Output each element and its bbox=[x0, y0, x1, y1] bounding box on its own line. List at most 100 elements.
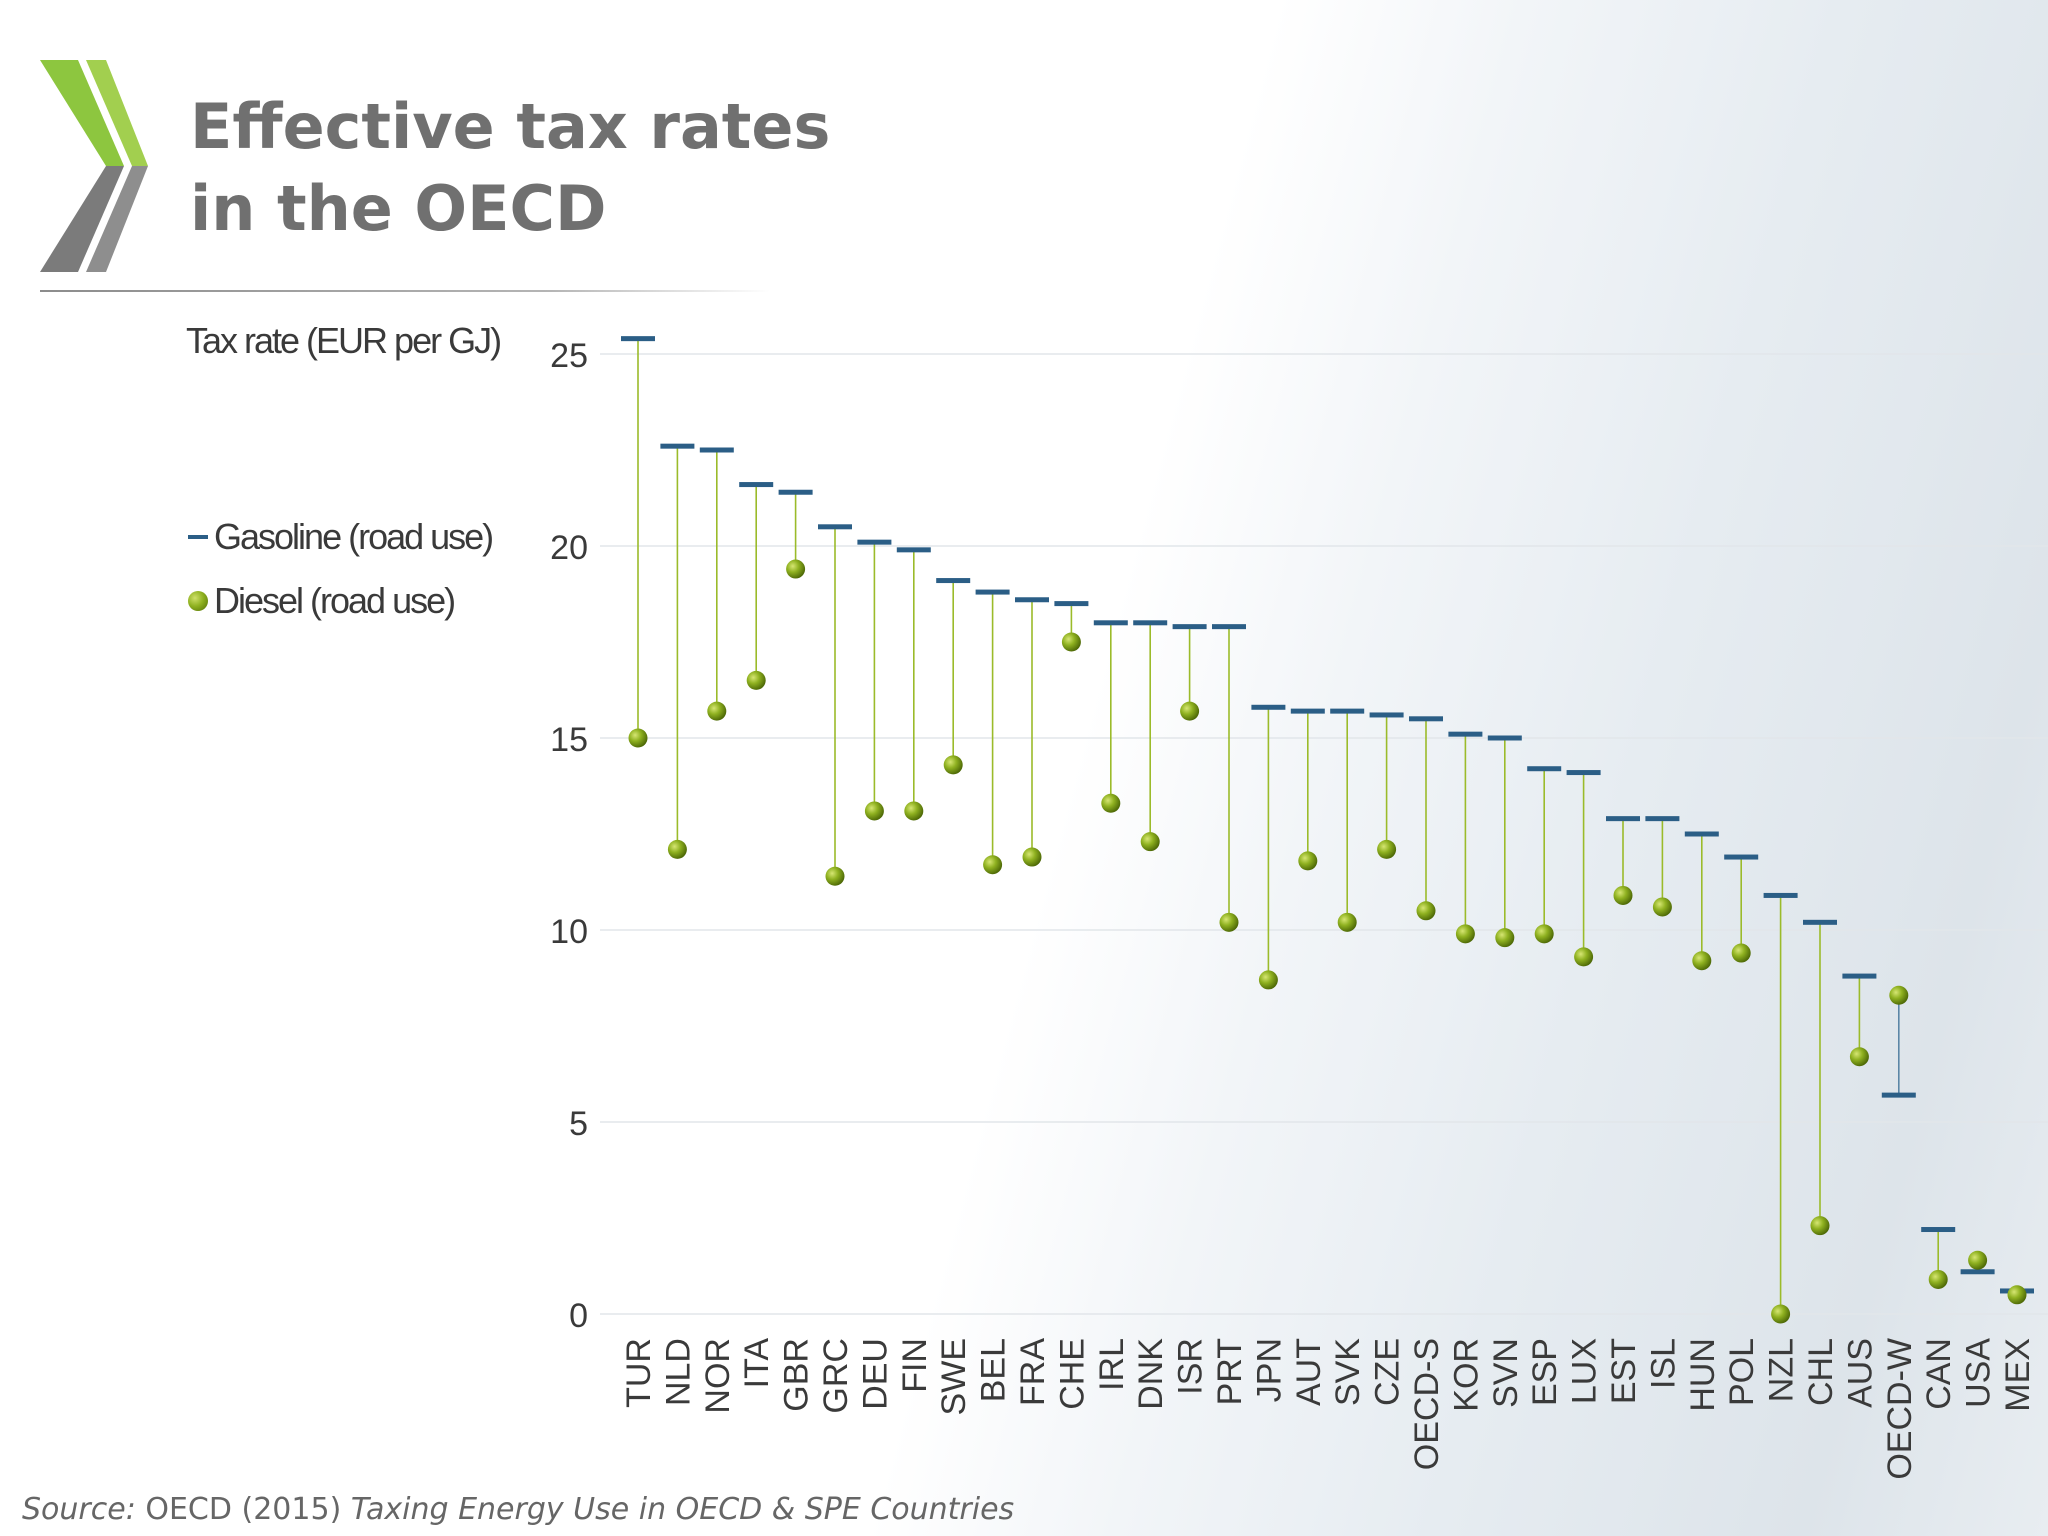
gasoline-marker bbox=[1724, 854, 1759, 860]
title-divider bbox=[40, 290, 770, 292]
x-tick-label: CAN bbox=[1920, 1338, 1958, 1410]
diesel-marker bbox=[1731, 943, 1751, 963]
diesel-marker bbox=[1298, 851, 1318, 871]
x-tick-labels: TUR NLD NOR ITA GBR GRC DEU FIN SWE BEL FRA CHE IRL D… bbox=[620, 1338, 2037, 1480]
diesel-marker bbox=[1061, 632, 1081, 652]
diesel-marker bbox=[786, 559, 806, 579]
x-tick-label: CHE bbox=[1053, 1338, 1091, 1410]
diesel-markers bbox=[628, 559, 2027, 1324]
x-tick-label: CZE bbox=[1369, 1338, 1407, 1406]
diesel-marker bbox=[1495, 928, 1515, 948]
gasoline-marker bbox=[1409, 716, 1443, 722]
gasoline-marker bbox=[1921, 1227, 1956, 1233]
gasoline-marker bbox=[1093, 620, 1128, 626]
gasoline-marker bbox=[1015, 597, 1049, 603]
source-text: OECD (2015) bbox=[145, 1492, 342, 1527]
title-line-1: Effective tax rates bbox=[190, 90, 831, 163]
diesel-marker bbox=[707, 701, 727, 721]
diesel-marker bbox=[1889, 985, 1909, 1005]
x-tick-label: HUN bbox=[1684, 1338, 1722, 1412]
diesel-marker bbox=[1613, 885, 1633, 905]
diesel-marker bbox=[943, 755, 963, 775]
x-tick-label: DEU bbox=[856, 1338, 894, 1410]
gasoline-marker bbox=[1172, 624, 1207, 630]
legend-item-gasoline: Gasoline (road use) bbox=[188, 505, 494, 569]
diesel-marker bbox=[1849, 1047, 1869, 1067]
legend-swatch-diesel bbox=[188, 591, 208, 611]
gasoline-marker bbox=[1369, 712, 1404, 718]
x-tick-label: SVN bbox=[1487, 1338, 1525, 1408]
source-prefix: Source: bbox=[22, 1492, 136, 1527]
gasoline-marker bbox=[1212, 624, 1246, 630]
x-tick-label: TUR bbox=[620, 1338, 658, 1408]
logo-chevron-green-left bbox=[40, 60, 124, 166]
x-tick-label: EST bbox=[1605, 1338, 1643, 1404]
gasoline-marker bbox=[975, 589, 1010, 595]
gasoline-marker bbox=[1330, 708, 1365, 714]
y-axis-label: Tax rate (EUR per GJ) bbox=[186, 320, 502, 361]
legend-label-diesel: Diesel (road use) bbox=[214, 580, 456, 621]
x-tick-label: OECD-W bbox=[1881, 1338, 1919, 1480]
diesel-marker bbox=[1377, 839, 1397, 859]
gasoline-marker bbox=[1251, 704, 1286, 710]
x-tick-label: MEX bbox=[1999, 1338, 2037, 1412]
y-tick-label: 5 bbox=[569, 1105, 588, 1143]
diesel-marker bbox=[1022, 847, 1042, 867]
diesel-marker bbox=[1140, 832, 1160, 852]
y-tick-label: 15 bbox=[550, 721, 588, 759]
x-tick-label: GBR bbox=[778, 1338, 816, 1412]
gasoline-marker bbox=[699, 447, 734, 453]
diesel-marker bbox=[1810, 1216, 1830, 1236]
gasoline-marker bbox=[1881, 1092, 1916, 1098]
legend-item-diesel: Diesel (road use) bbox=[188, 569, 492, 633]
x-tick-label: IRL bbox=[1093, 1338, 1131, 1391]
diesel-marker bbox=[1180, 701, 1200, 721]
gasoline-marker bbox=[739, 482, 774, 488]
gasoline-marker bbox=[1606, 816, 1640, 822]
gasoline-marker bbox=[1684, 831, 1719, 837]
gasoline-marker bbox=[1566, 770, 1601, 776]
x-tick-label: ESP bbox=[1526, 1338, 1564, 1406]
gasoline-markers bbox=[621, 336, 2034, 1294]
diesel-marker bbox=[983, 855, 1003, 875]
gasoline-marker bbox=[1487, 735, 1522, 741]
y-tick-label: 25 bbox=[550, 337, 588, 375]
diesel-marker bbox=[1652, 897, 1672, 917]
y-tick-label: 10 bbox=[550, 913, 588, 951]
diesel-marker bbox=[667, 839, 687, 859]
source-note: Source: OECD (2015) Taxing Energy Use in… bbox=[22, 1492, 1014, 1527]
diesel-marker bbox=[1928, 1269, 1948, 1289]
connector-lines bbox=[637, 338, 2018, 1314]
gasoline-marker bbox=[936, 578, 971, 584]
diesel-marker bbox=[1101, 793, 1121, 813]
diesel-marker bbox=[1258, 970, 1278, 990]
diesel-marker bbox=[1337, 912, 1357, 932]
x-tick-label: POL bbox=[1723, 1338, 1761, 1406]
x-tick-label: NLD bbox=[659, 1338, 697, 1406]
gasoline-marker bbox=[621, 336, 655, 342]
gasoline-marker bbox=[818, 524, 852, 530]
diesel-marker bbox=[864, 801, 884, 821]
y-tick-label: 0 bbox=[569, 1297, 588, 1335]
x-tick-label: SWE bbox=[935, 1338, 973, 1415]
x-tick-label: BEL bbox=[975, 1338, 1013, 1402]
x-tick-label: DNK bbox=[1132, 1338, 1170, 1410]
gasoline-marker bbox=[896, 547, 931, 553]
x-tick-label: GRC bbox=[817, 1338, 855, 1414]
diesel-marker bbox=[1534, 924, 1554, 944]
logo-chevron-gray-left bbox=[40, 166, 124, 272]
x-tick-label: NOR bbox=[699, 1338, 737, 1414]
x-tick-label: NZL bbox=[1763, 1338, 1801, 1402]
logo-chevron-green-right bbox=[86, 60, 148, 166]
x-tick-label: JPN bbox=[1250, 1338, 1288, 1402]
x-tick-label: OECD-S bbox=[1408, 1338, 1446, 1470]
gasoline-marker bbox=[857, 539, 892, 545]
x-tick-label: ITA bbox=[738, 1338, 776, 1389]
diesel-marker bbox=[1416, 901, 1436, 921]
gasoline-marker bbox=[660, 443, 695, 449]
page-title: Effective tax rates in the OECD bbox=[190, 86, 830, 250]
x-tick-label: LUX bbox=[1566, 1338, 1604, 1404]
x-tick-label: SVK bbox=[1329, 1338, 1367, 1406]
diesel-marker bbox=[1574, 947, 1594, 967]
logo-chevron-gray-right bbox=[86, 166, 148, 272]
